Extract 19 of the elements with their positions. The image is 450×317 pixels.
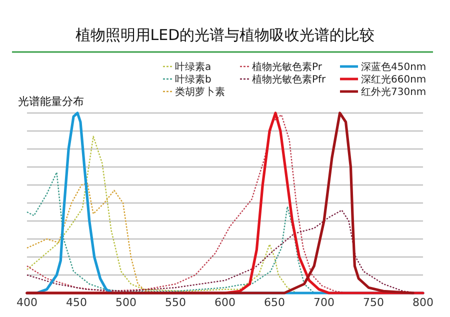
x-tick-label: 450 xyxy=(66,296,87,309)
legend-label: 红外光730nm xyxy=(361,86,426,98)
chart-title: 植物照明用LED的光谱与植物吸收光谱的比较 xyxy=(75,26,375,44)
legend-label: 植物光敏色素Pfr xyxy=(252,74,327,86)
legend-label: 类胡萝卜素 xyxy=(175,86,225,98)
x-tick-label: 500 xyxy=(116,296,136,309)
x-tick-label: 400 xyxy=(16,296,38,309)
y-axis-title: 光谱能量分布 xyxy=(18,95,84,108)
x-tick-label: 550 xyxy=(165,296,186,309)
x-tick-label: 600 xyxy=(214,296,236,309)
legend-label: 叶绿素b xyxy=(175,74,212,86)
legend-label: 叶绿素a xyxy=(175,61,212,73)
x-tick-label: 800 xyxy=(412,296,434,309)
x-tick-label: 650 xyxy=(264,296,285,309)
legend-label: 深红光660nm xyxy=(361,74,426,86)
legend-label: 深蓝色450nm xyxy=(361,61,426,73)
x-tick-label: 700 xyxy=(314,296,334,309)
x-tick-label: 750 xyxy=(363,296,384,309)
legend-label: 植物光敏色素Pr xyxy=(252,61,323,73)
